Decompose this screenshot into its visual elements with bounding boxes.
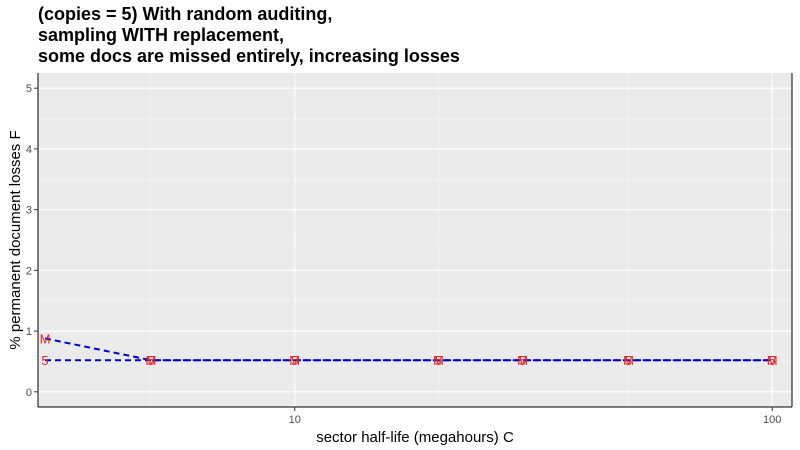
series-markers: MM M M M M M5 5 5 5 5 5 5: [40, 331, 778, 368]
axes: 0 1 2 3 4 5 10 100: [26, 73, 793, 426]
series-lines: [44, 337, 773, 362]
series-marker-M: M: [623, 353, 634, 368]
series-marker-5: 5: [769, 353, 776, 368]
series-marker-M: M: [146, 353, 157, 368]
series-marker-M: M: [40, 331, 51, 346]
series-marker-M: M: [767, 353, 778, 368]
series-marker-5: 5: [147, 353, 154, 368]
y-tick-label: 4: [26, 144, 32, 156]
x-tick-label: 10: [289, 414, 301, 426]
series-marker-M: M: [289, 353, 300, 368]
chart-title: (copies = 5) With random auditing, sampl…: [38, 4, 778, 67]
y-tick-label: 0: [26, 387, 32, 399]
series-marker-5: 5: [291, 353, 298, 368]
y-tick-label: 2: [26, 265, 32, 277]
series-marker-5: 5: [519, 353, 526, 368]
y-tick-label: 3: [26, 205, 32, 217]
y-tick-label: 5: [26, 83, 32, 95]
x-tick-label: 100: [763, 414, 781, 426]
series-marker-5: 5: [41, 353, 48, 368]
chart-title-line-3: some docs are missed entirely, increasin…: [38, 46, 460, 66]
series-marker-M: M: [517, 353, 528, 368]
chart-title-line-2: sampling WITH replacement,: [38, 25, 285, 45]
series-marker-5: 5: [625, 353, 632, 368]
y-tick-label: 1: [26, 326, 32, 338]
grid-lines: [38, 73, 792, 407]
series-marker-M: M: [433, 353, 444, 368]
y-axis-label: % permanent document losses F: [7, 130, 24, 349]
x-axis-label: sector half-life (megahours) C: [316, 429, 514, 446]
chart-title-line-1: (copies = 5) With random auditing,: [38, 4, 333, 24]
series-marker-5: 5: [435, 353, 442, 368]
